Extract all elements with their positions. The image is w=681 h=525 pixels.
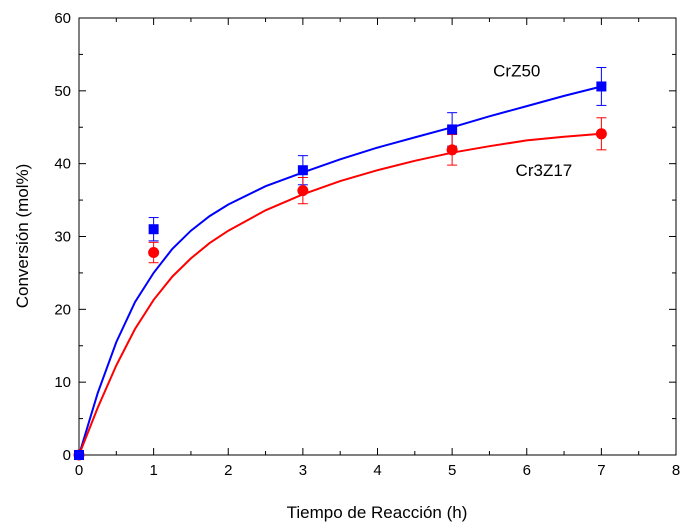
data-point-crz50 xyxy=(148,224,159,235)
x-tick-labels: 0 1 2 3 4 5 6 7 8 xyxy=(75,462,680,479)
x-tick-label: 2 xyxy=(224,462,232,479)
fit-curves xyxy=(78,85,602,456)
fit-curve-crz50 xyxy=(78,85,602,456)
data-point-crz50 xyxy=(596,81,607,92)
x-tick-label: 3 xyxy=(299,462,307,479)
y-tick-label: 50 xyxy=(54,83,71,100)
x-tick-label: 4 xyxy=(373,462,381,479)
data-point-crz50 xyxy=(447,124,458,135)
series-label-crz50: CrZ50 xyxy=(493,61,540,80)
y-tick-labels: 0 10 20 30 40 50 60 xyxy=(54,10,71,464)
x-tick-label: 8 xyxy=(672,462,680,479)
plot-frame xyxy=(78,17,677,456)
y-tick-label: 10 xyxy=(54,374,71,391)
data-point-crz50 xyxy=(74,450,84,460)
x-tick-label: 1 xyxy=(149,462,157,479)
data-point-cr3z17 xyxy=(595,128,607,140)
error-bars xyxy=(148,67,607,264)
y-tick-label: 30 xyxy=(54,229,71,246)
y-tick-label: 0 xyxy=(63,447,71,464)
fit-curve-cr3z17 xyxy=(78,132,602,456)
data-point-cr3z17 xyxy=(446,144,458,156)
x-tick-label: 5 xyxy=(448,462,456,479)
x-tick-label: 0 xyxy=(75,462,83,479)
axis-ticks xyxy=(78,17,677,456)
data-points xyxy=(73,81,607,461)
series-label-cr3z17: Cr3Z17 xyxy=(516,161,573,180)
x-axis-title: Tiempo de Reacción (h) xyxy=(287,503,468,522)
series-labels: CrZ50 Cr3Z17 xyxy=(493,61,572,180)
y-tick-label: 60 xyxy=(54,10,71,27)
x-tick-label: 7 xyxy=(597,462,605,479)
data-point-crz50 xyxy=(297,165,308,176)
y-tick-label: 40 xyxy=(54,156,71,173)
y-tick-label: 20 xyxy=(54,301,71,318)
data-point-cr3z17 xyxy=(148,247,160,259)
y-axis-title: Conversión (mol%) xyxy=(13,164,32,309)
x-tick-label: 6 xyxy=(523,462,531,479)
data-point-cr3z17 xyxy=(297,185,309,197)
